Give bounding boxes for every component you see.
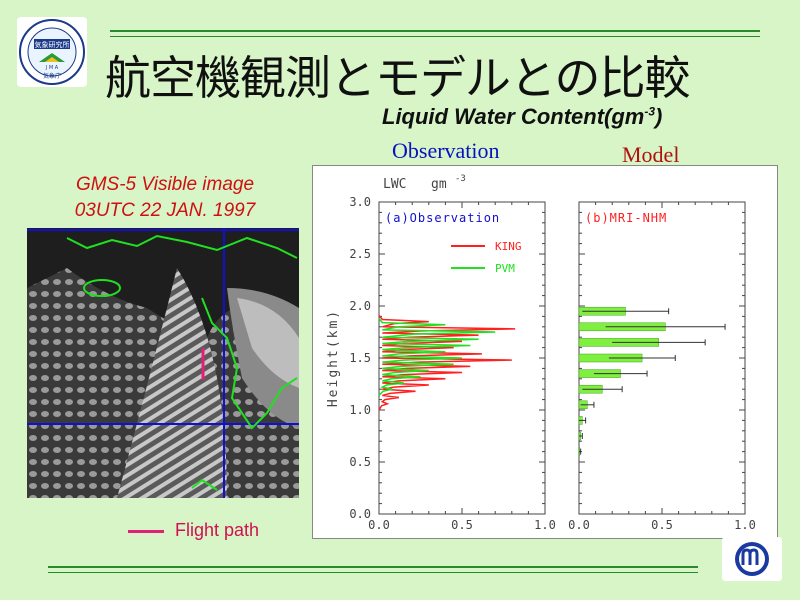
x-tick-label: 0.5 (451, 518, 473, 532)
x-tick-label: 0.0 (568, 518, 590, 532)
pvm-profile-line (378, 318, 496, 396)
x-tick-label: 0.5 (651, 518, 673, 532)
plot-header-unit: gm (431, 177, 447, 192)
top-divider (110, 30, 760, 32)
subtitle-close: ) (655, 104, 663, 129)
legend-pvm-label: PVM (495, 262, 515, 275)
flight-path-legend-line (128, 530, 164, 533)
observation-heading: Observation (392, 138, 500, 163)
flight-path-legend-label: Flight path (175, 520, 260, 540)
logo-text-agency: 気象庁 (43, 72, 61, 80)
subtitle-exponent: -3 (644, 104, 656, 119)
satellite-caption-line1: GMS-5 Visible image (75, 174, 255, 195)
y-tick-label: 2.0 (349, 299, 371, 313)
coastline-south (191, 478, 218, 491)
slide-subtitle: Liquid Water Content(gm-3) (382, 104, 662, 130)
bottom-divider (48, 566, 698, 568)
panel-a-title: (a)Observation (385, 211, 500, 225)
logo-text-main: 気象研究所 (35, 40, 70, 49)
panel-observation: 0.0 0.5 1.0 (368, 201, 556, 532)
y-tick-label: 0.5 (349, 455, 371, 469)
plot-header-exponent: -3 (455, 174, 466, 184)
plot-header-lwc: LWC (383, 177, 406, 192)
y-tick-label: 1.0 (349, 403, 371, 417)
bottom-divider-thin (48, 572, 698, 573)
logo-text-jma: J M A (45, 65, 59, 71)
x-tick-label: 1.0 (534, 518, 556, 532)
y-tick-label: 1.5 (349, 351, 371, 365)
model-heading: Model (622, 142, 680, 167)
island-outline (83, 279, 121, 297)
panel-b-title: (b)MRI-NHM (585, 211, 667, 225)
x-tick-label: 1.0 (734, 518, 756, 532)
y-tick-label: 0.0 (349, 507, 371, 521)
y-axis-label: Height(km) (326, 309, 341, 407)
legend-king-label: KING (495, 240, 522, 253)
y-tick-label: 2.5 (349, 247, 371, 261)
y-tick-label: 3.0 (349, 195, 371, 209)
satellite-image (27, 228, 299, 498)
lwc-profile-plot: LWC gm -3 Height(km) 3.0 2.5 2.0 1.5 1.0 0.5 0.0 0.… (312, 165, 778, 539)
top-divider-thin (110, 36, 760, 37)
coastline-east (201, 297, 298, 430)
satellite-caption: GMS-5 Visible image 03UTC 22 JAN. 1997 (45, 172, 285, 224)
mri-logo: 気象研究所 J M A 気象庁 (17, 17, 87, 87)
coastline-north (66, 234, 298, 259)
satellite-caption-line2: 03UTC 22 JAN. 1997 (74, 200, 256, 221)
x-tick-label: 0.0 (368, 518, 390, 532)
slide-title: 航空機観測とモデルとの比較 (105, 51, 691, 105)
jma-logo (722, 537, 782, 581)
panel-model: 0.0 0.5 1.0 (568, 201, 756, 532)
subtitle-text: Liquid Water Content(gm (382, 104, 645, 129)
